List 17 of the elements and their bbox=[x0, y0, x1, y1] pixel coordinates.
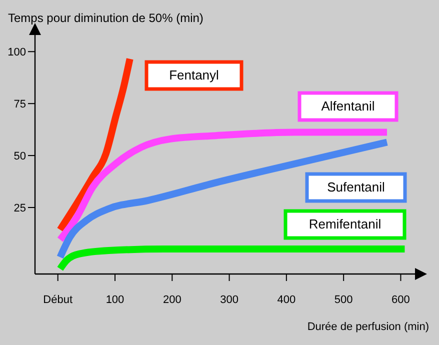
x-tick-label: 600 bbox=[392, 294, 410, 306]
x-tick-label: Début bbox=[43, 294, 73, 306]
y-tick-label: 75 bbox=[14, 98, 26, 110]
x-tick-label: 100 bbox=[106, 294, 124, 306]
y-tick-label: 100 bbox=[8, 46, 26, 58]
chart-title: Temps pour diminution de 50% (min) bbox=[8, 11, 204, 25]
series-label: Sufentanil bbox=[327, 180, 386, 195]
x-axis-title: Durée de perfusion (min) bbox=[307, 321, 429, 333]
series-label: Remifentanil bbox=[308, 216, 382, 232]
text: Fentanyl bbox=[169, 68, 220, 83]
x-tick-label: 400 bbox=[277, 294, 296, 306]
y-tick-label: 25 bbox=[14, 202, 26, 214]
series-label: Alfentanil bbox=[321, 98, 375, 114]
x-tick-label: 200 bbox=[162, 294, 182, 306]
x-tick-label: 500 bbox=[334, 294, 353, 306]
x-tick-label: 300 bbox=[220, 294, 238, 306]
y-tick-label: 50 bbox=[14, 150, 26, 162]
